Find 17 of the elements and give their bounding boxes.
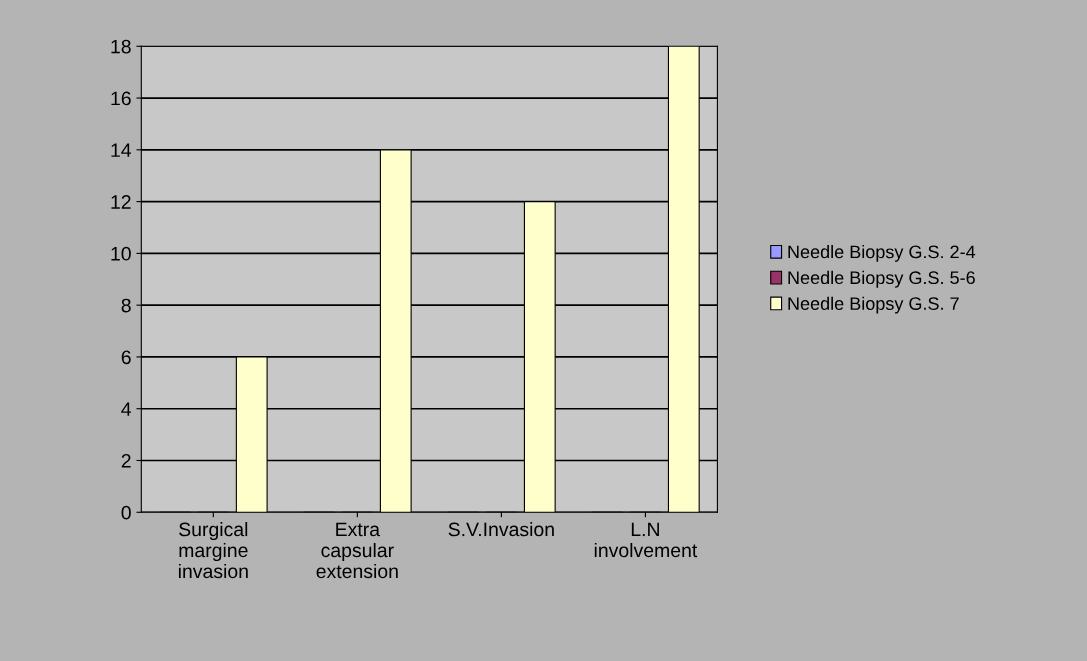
y-tick-label: 12 bbox=[111, 195, 131, 209]
y-tick-label: 18 bbox=[111, 39, 131, 54]
legend-label: Needle Biopsy G.S. 7 bbox=[788, 296, 959, 314]
y-tick-label: 0 bbox=[121, 505, 131, 520]
y-tick-label: 14 bbox=[111, 143, 132, 157]
x-tick-label: Extra capsular extension bbox=[316, 522, 398, 579]
legend-label: Needle Biopsy G.S. 2-4 bbox=[788, 245, 976, 262]
y-tick-label: 4 bbox=[121, 402, 132, 416]
x-tick-label: S.V.Invasion bbox=[448, 522, 554, 537]
y-tick-label: 16 bbox=[111, 91, 131, 106]
legend-label: Needle Biopsy G.S. 5-6 bbox=[788, 270, 975, 288]
y-tick-label: 10 bbox=[111, 246, 131, 261]
x-tick-label: Surgical margine invasion bbox=[178, 522, 248, 579]
x-tick-label: L.N involvement bbox=[594, 522, 698, 558]
y-tick-label: 6 bbox=[121, 350, 131, 365]
y-tick-label: 8 bbox=[121, 298, 131, 313]
y-tick-label: 2 bbox=[121, 453, 131, 468]
